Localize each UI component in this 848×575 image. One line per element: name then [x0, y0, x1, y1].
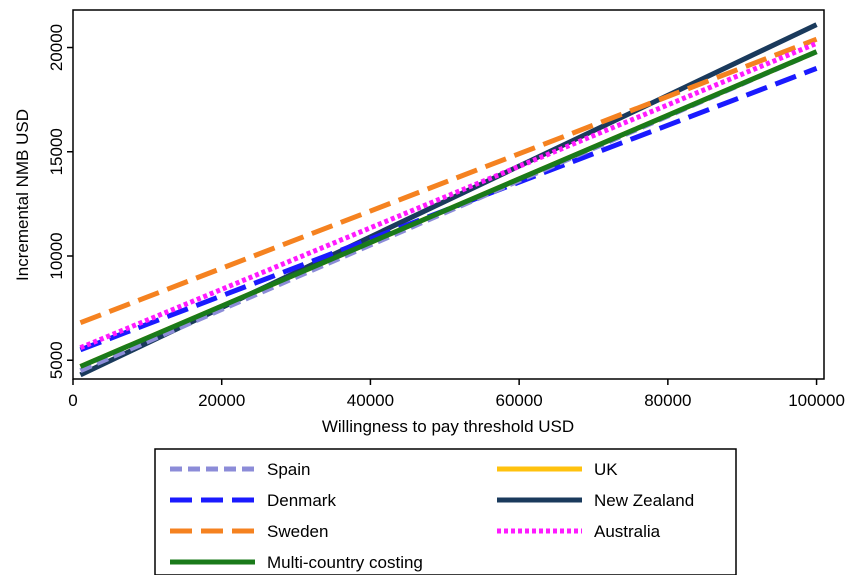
x-tick-label: 60000	[495, 391, 542, 410]
series-line-denmark	[79, 66, 818, 353]
legend-label-denmark: Denmark	[267, 491, 336, 510]
x-tick-label: 0	[68, 391, 77, 410]
series-lines	[79, 22, 818, 378]
legend: Spain Denmark Sweden Multi-country costing U…	[170, 460, 694, 572]
x-tick-label: 80000	[644, 391, 691, 410]
x-axis-title: Willingness to pay threshold USD	[322, 417, 574, 436]
y-tick-label: 15000	[47, 128, 66, 175]
legend-label-spain: Spain	[267, 460, 310, 479]
series-line-multi-country-costing	[79, 49, 818, 369]
legend-label-multi-country-costing: Multi-country costing	[267, 553, 423, 572]
legend-label-australia: Australia	[594, 522, 661, 541]
x-axis-ticks: 0 20000 40000 60000 80000 100000	[68, 379, 845, 410]
y-axis-title: Incremental NMB USD	[13, 109, 32, 281]
legend-label-uk: UK	[594, 460, 618, 479]
x-tick-label: 40000	[347, 391, 394, 410]
y-tick-label: 5000	[47, 341, 66, 379]
series-line-sweden	[79, 36, 818, 326]
y-tick-label: 10000	[47, 232, 66, 279]
legend-label-sweden: Sweden	[267, 522, 328, 541]
y-axis-ticks: 5000 10000 15000 20000	[47, 24, 73, 379]
y-tick-label: 20000	[47, 24, 66, 71]
legend-label-new-zealand: New Zealand	[594, 491, 694, 510]
x-tick-label: 20000	[198, 391, 245, 410]
x-tick-label: 100000	[788, 391, 845, 410]
